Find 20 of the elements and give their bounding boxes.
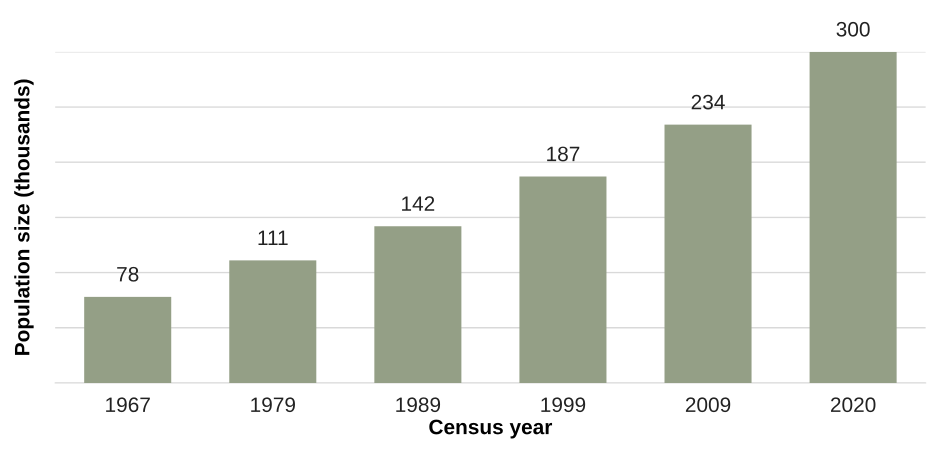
bar — [374, 226, 462, 383]
data-label: 187 — [547, 146, 580, 162]
x-tick-label: 1979 — [251, 397, 295, 412]
bar — [519, 176, 606, 383]
bar — [84, 296, 172, 383]
data-label: 234 — [692, 94, 725, 110]
bar — [229, 260, 316, 383]
y-axis-title: Population size (thousands) — [14, 80, 34, 355]
data-label: 300 — [836, 22, 870, 37]
data-label: 111 — [258, 230, 288, 245]
bar — [664, 124, 752, 383]
x-tick-label: 2020 — [830, 397, 876, 412]
data-label: 142 — [402, 196, 434, 211]
data-label: 78 — [117, 266, 138, 282]
x-tick-label: 1989 — [396, 397, 440, 412]
x-tick-label: 1967 — [106, 397, 150, 412]
x-tick-label: 2009 — [686, 397, 730, 412]
bar — [810, 52, 897, 383]
x-axis-title: Census year — [429, 420, 552, 438]
x-tick-label: 1999 — [541, 397, 586, 412]
